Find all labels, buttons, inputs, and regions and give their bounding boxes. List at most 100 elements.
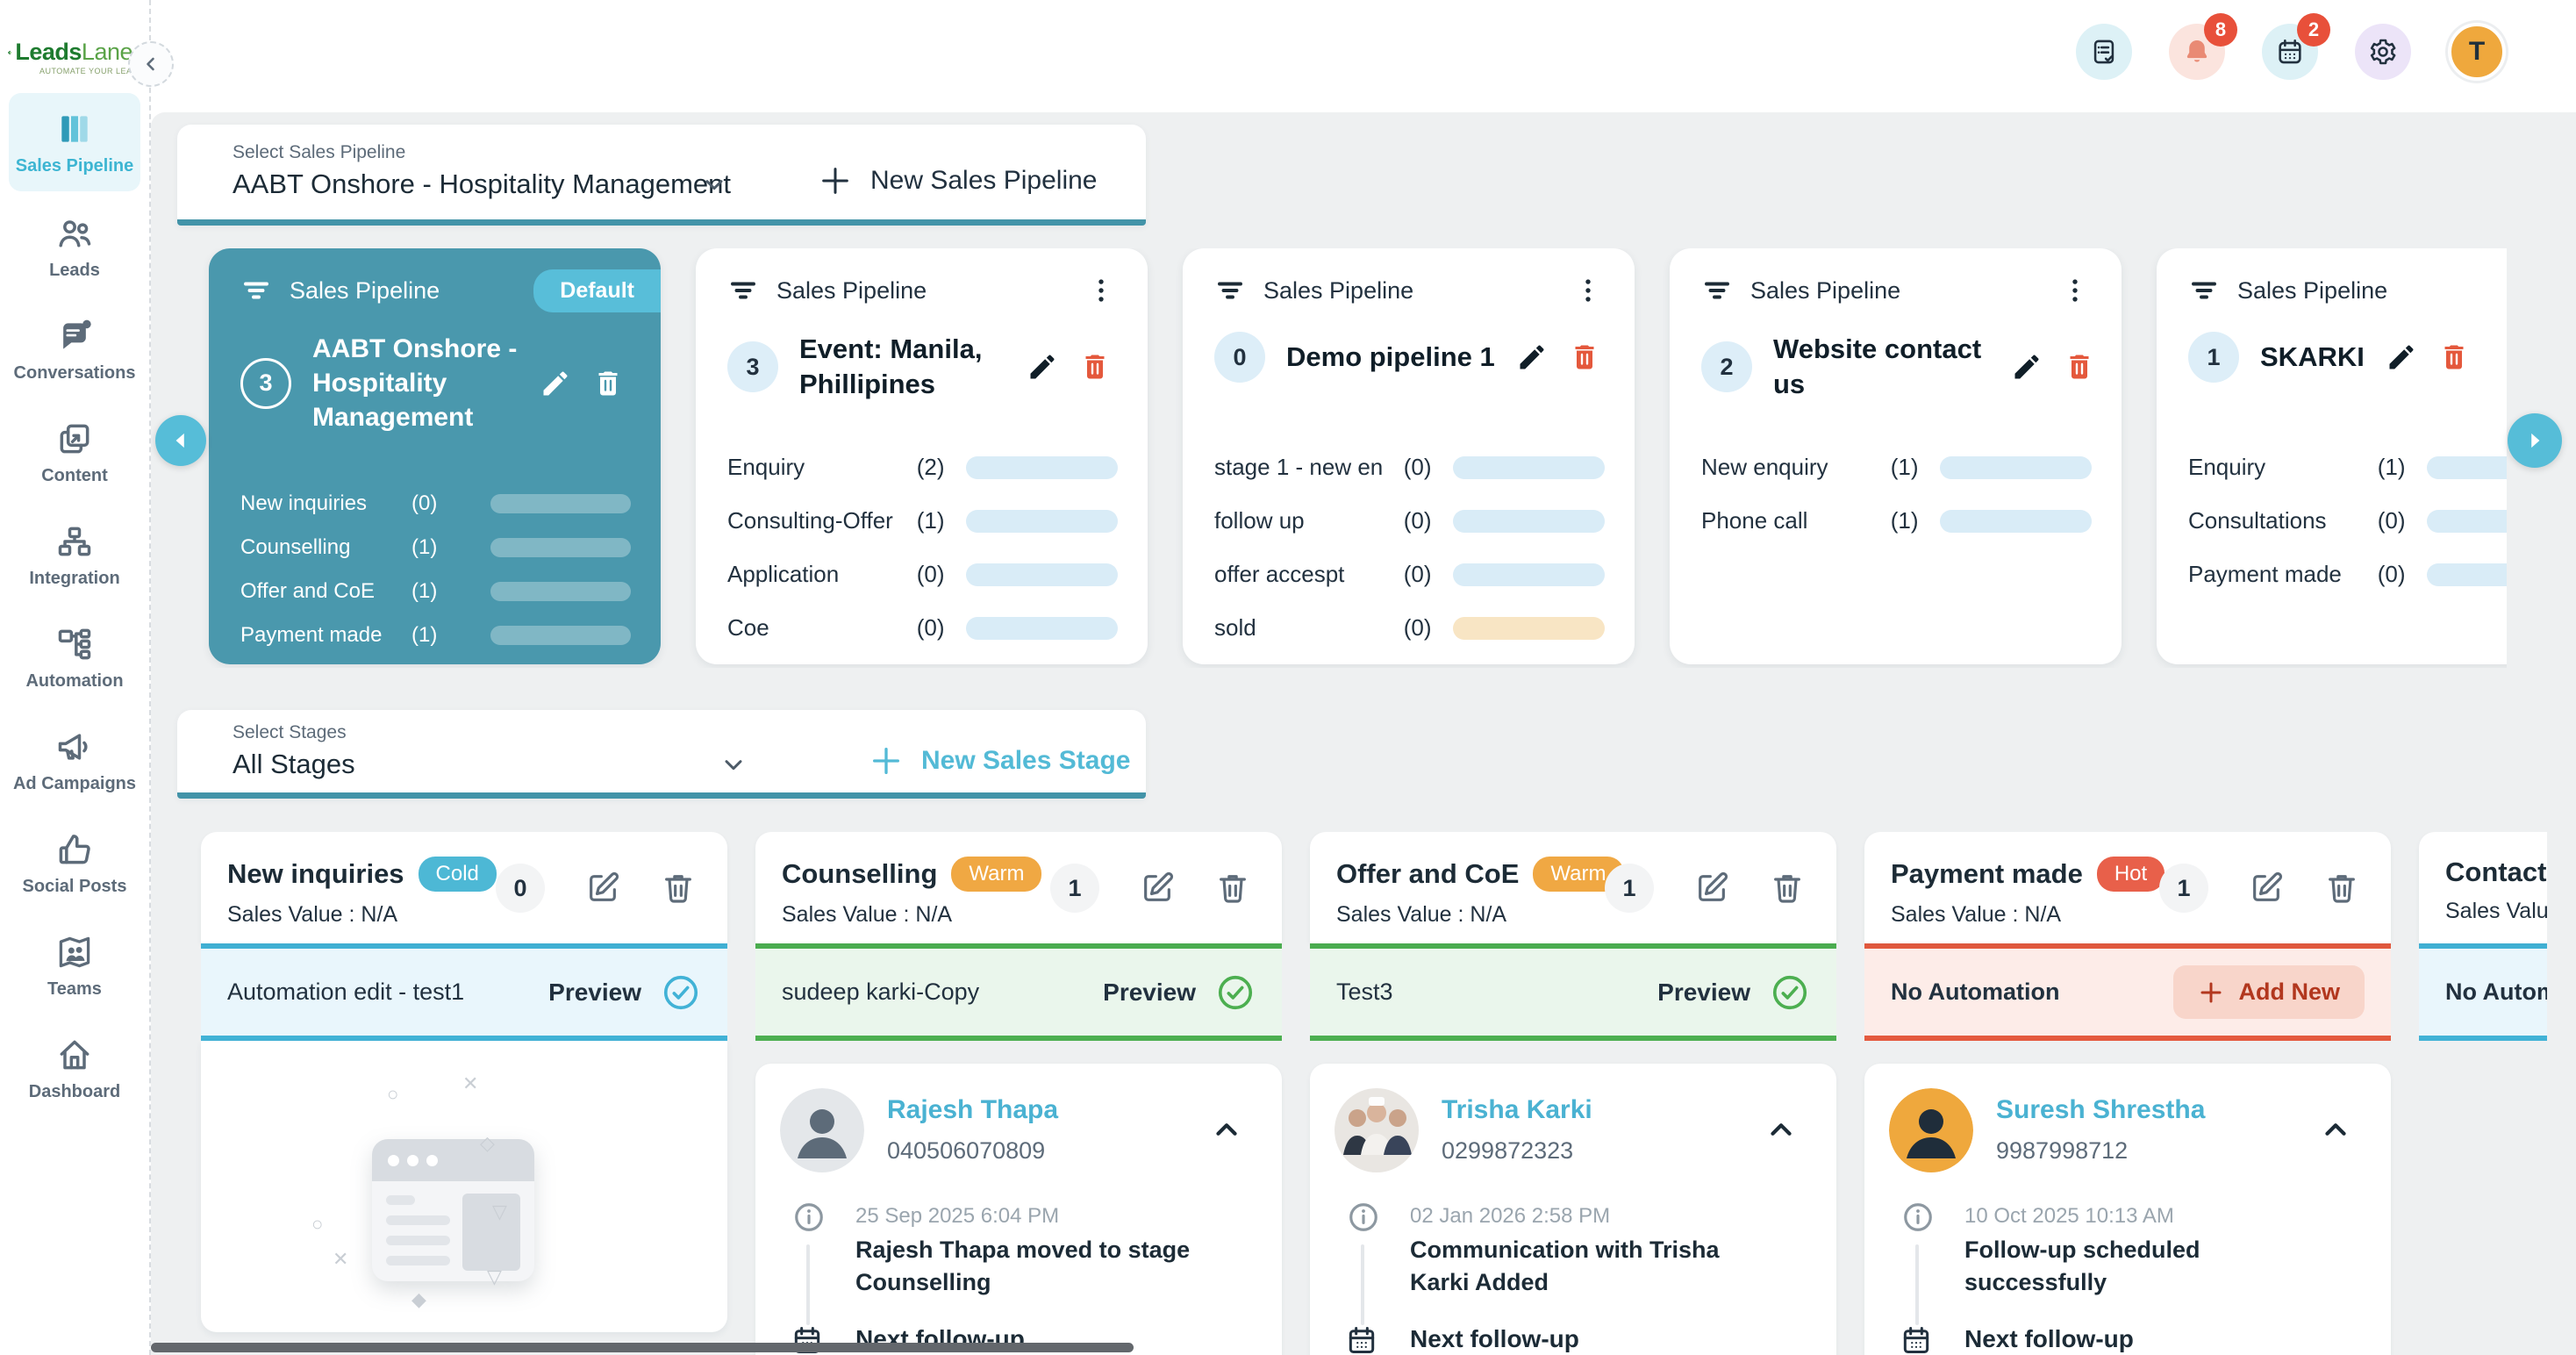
edit-stage-icon[interactable] — [1694, 871, 1729, 906]
pipeline-stage-row: Payment made (1) — [240, 623, 631, 648]
stage-progress-bar — [966, 509, 1119, 533]
sidebar-item-label: Automation — [25, 671, 124, 691]
kebab-menu-icon[interactable] — [2060, 276, 2090, 305]
sidebar-item-automation[interactable]: Automation — [0, 606, 149, 709]
timeline-connector — [806, 1244, 810, 1325]
logo-arrow-icon — [7, 50, 11, 54]
pipeline-card[interactable]: Sales Pipeline 1 SKARKI Enquiry (1) Consu… — [2157, 248, 2507, 664]
sidebar-item-ad-campaigns[interactable]: Ad Campaigns — [0, 709, 149, 812]
activity-timestamp: 25 Sep 2025 6:04 PM — [855, 1204, 1060, 1228]
delete-stage-icon[interactable] — [661, 871, 696, 906]
edit-stage-icon[interactable] — [585, 871, 620, 906]
delete-stage-icon[interactable] — [1215, 871, 1250, 906]
chevron-up-icon[interactable] — [1764, 1113, 1798, 1146]
lead-name[interactable]: Rajesh Thapa — [887, 1095, 1059, 1124]
edit-pipeline-icon[interactable] — [2011, 351, 2043, 383]
kanban-column-counselling: Counselling Warm Sales Value : N/A 1 sud… — [755, 832, 1282, 1355]
sidebar-item-dashboard[interactable]: Dashboard — [0, 1017, 149, 1120]
sidebar-item-integration[interactable]: Integration — [0, 504, 149, 606]
lead-card[interactable]: Rajesh Thapa 040506070809 25 Sep 2025 6:… — [755, 1064, 1282, 1355]
automation-bar: Automation edit - test1 Preview — [201, 943, 727, 1041]
scroll-right-button[interactable] — [2508, 413, 2562, 468]
lead-timeline: 10 Oct 2025 10:13 AM Follow-up scheduled… — [1889, 1195, 2366, 1355]
chevron-down-icon[interactable] — [700, 170, 728, 198]
sidebar-item-conversations[interactable]: Conversations — [0, 298, 149, 401]
user-avatar[interactable]: T — [2448, 23, 2506, 81]
automation-preview-button[interactable]: Preview — [1657, 972, 1810, 1013]
activity-timestamp: 10 Oct 2025 10:13 AM — [1964, 1204, 2174, 1228]
sidebar-item-label: Integration — [29, 569, 120, 588]
pipeline-selector-value[interactable]: AABT Onshore - Hospitality Management — [233, 168, 732, 199]
edit-pipeline-icon[interactable] — [1027, 351, 1058, 383]
edit-stage-icon[interactable] — [1140, 871, 1175, 906]
kebab-menu-icon[interactable] — [1086, 276, 1116, 305]
sidebar-item-label: Social Posts — [22, 877, 127, 896]
gear-icon — [2370, 39, 2396, 65]
content-copy-icon — [60, 424, 89, 454]
chevron-up-icon[interactable] — [1210, 1113, 1243, 1146]
kanban-board: New inquiries Cold Sales Value : N/A 0 A… — [177, 832, 2547, 1355]
app-logo[interactable]: LeadsLanes AUTOMATE YOUR LEADS — [7, 39, 145, 75]
delete-pipeline-icon[interactable] — [2064, 351, 2095, 383]
sidebar-item-teams[interactable]: Teams — [0, 914, 149, 1017]
sales-value: Sales Value : N/A — [782, 902, 953, 927]
activity-message: Rajesh Thapa moved to stage Counselling — [855, 1237, 1191, 1296]
info-icon — [1904, 1203, 1932, 1231]
delete-pipeline-icon[interactable] — [592, 368, 624, 399]
lead-name[interactable]: Suresh Shrestha — [1996, 1095, 2206, 1124]
teams-map-icon — [59, 936, 90, 968]
stage-column-header: Payment made Hot Sales Value : N/A 1 — [1864, 832, 2391, 943]
lead-card[interactable]: Trisha Karki 0299872323 02 Jan 2026 2:58… — [1310, 1064, 1836, 1355]
pipeline-card[interactable]: Sales Pipeline 0 Demo pipeline 1 stage 1… — [1183, 248, 1635, 664]
pipeline-name: SKARKI — [2260, 341, 2365, 372]
stage-column-header: Counselling Warm Sales Value : N/A 1 — [755, 832, 1282, 943]
pipeline-card[interactable]: Sales Pipeline 2 Website contact us New … — [1670, 248, 2122, 664]
delete-pipeline-icon[interactable] — [1079, 351, 1111, 383]
stage-progress-bar — [2427, 563, 2507, 586]
pipeline-cards-row: Sales Pipeline Default 3 AABT Onshore - … — [177, 248, 2507, 668]
pipeline-stage-row: Application (0) — [727, 561, 1119, 588]
sidebar-collapse-button[interactable] — [128, 41, 174, 87]
settings-button[interactable] — [2355, 24, 2411, 80]
add-automation-button[interactable]: Add New — [2173, 965, 2365, 1019]
pipeline-stage-row: New enquiry (1) — [1701, 454, 2093, 481]
new-sales-stage-button[interactable]: New Sales Stage — [869, 743, 1130, 778]
default-badge: Default — [533, 269, 661, 312]
sidebar-item-label: Teams — [47, 979, 102, 999]
horizontal-scrollbar[interactable] — [151, 1343, 1134, 1352]
new-sales-pipeline-button[interactable]: New Sales Pipeline — [818, 163, 1097, 198]
lead-phone: 0299872323 — [1442, 1137, 1574, 1164]
delete-pipeline-icon[interactable] — [1569, 341, 1600, 373]
pipeline-card-active[interactable]: Sales Pipeline Default 3 AABT Onshore - … — [209, 248, 661, 664]
edit-pipeline-icon[interactable] — [540, 368, 571, 399]
lead-name[interactable]: Trisha Karki — [1442, 1095, 1592, 1124]
sidebar-item-content[interactable]: Content — [0, 401, 149, 504]
automation-preview-button[interactable]: Preview — [1103, 972, 1256, 1013]
kebab-menu-icon[interactable] — [1573, 276, 1603, 305]
edit-pipeline-icon[interactable] — [1516, 341, 1548, 373]
edit-stage-icon[interactable] — [2249, 871, 2284, 906]
edit-pipeline-icon[interactable] — [2386, 341, 2417, 373]
filter-icon — [1705, 282, 1729, 299]
notifications-button[interactable]: 8 — [2169, 13, 2237, 80]
sidebar-item-social-posts[interactable]: Social Posts — [0, 812, 149, 914]
delete-stage-icon[interactable] — [2324, 871, 2359, 906]
scroll-left-button[interactable] — [155, 415, 206, 466]
sidebar-item-leads[interactable]: Leads — [0, 196, 149, 298]
lead-card[interactable]: Suresh Shrestha 9987998712 10 Oct 2025 1… — [1864, 1064, 2391, 1355]
next-followup-label: Next follow-up — [1964, 1325, 2134, 1352]
delete-pipeline-icon[interactable] — [2438, 341, 2470, 373]
calendar-button[interactable]: 2 — [2262, 13, 2330, 80]
sidebar-item-sales-pipeline[interactable]: Sales Pipeline — [9, 93, 140, 191]
pipeline-card[interactable]: Sales Pipeline 3 Event: Manila, Phillipi… — [696, 248, 1148, 664]
tasks-button[interactable] — [2076, 24, 2132, 80]
chevron-up-icon[interactable] — [2319, 1113, 2352, 1146]
check-circle-icon — [1218, 975, 1253, 1009]
info-icon — [1349, 1203, 1377, 1231]
org-chart-icon — [58, 527, 91, 556]
stage-selector-value[interactable]: All Stages — [233, 749, 355, 779]
automation-preview-button[interactable]: Preview — [548, 972, 701, 1013]
chevron-down-icon[interactable] — [719, 750, 748, 778]
temperature-badge: Cold — [418, 857, 497, 892]
delete-stage-icon[interactable] — [1770, 871, 1805, 906]
